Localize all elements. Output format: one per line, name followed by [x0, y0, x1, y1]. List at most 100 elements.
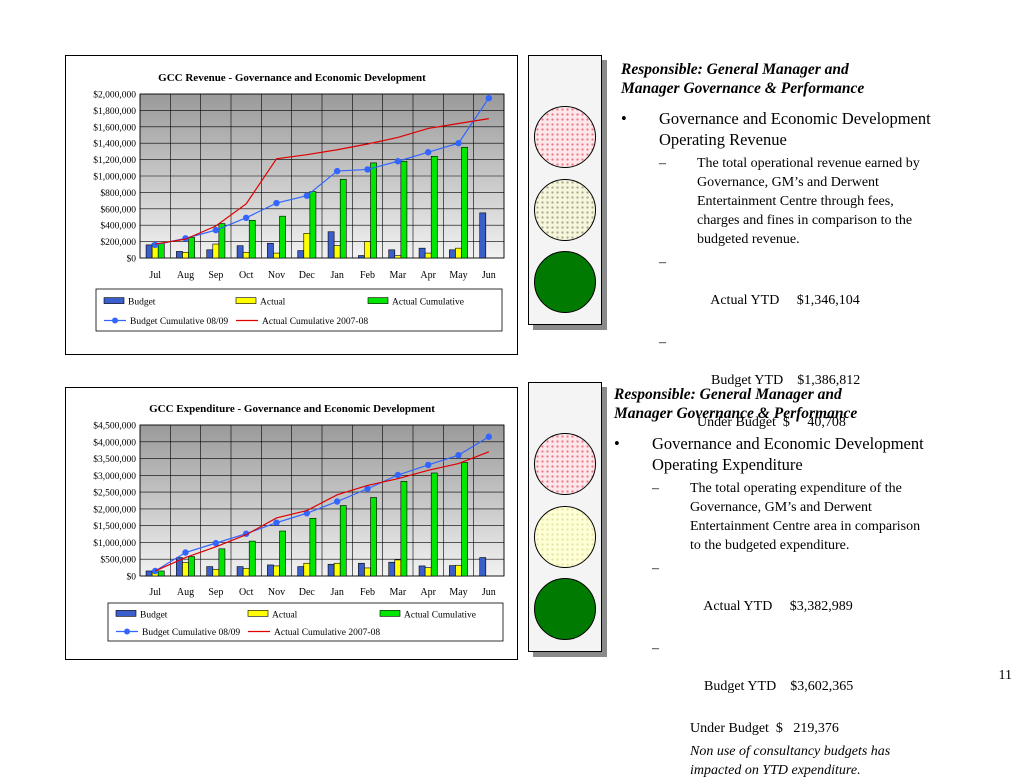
bar-actual [424, 252, 432, 259]
series-point [182, 549, 189, 556]
description: – The total operating expenditure of the… [652, 481, 921, 553]
legend-swatch [247, 610, 269, 617]
bar-actual [303, 233, 311, 259]
legend-label: Budget [128, 298, 156, 308]
y-tick-label: $1,800,000 [93, 106, 136, 117]
bar-actual [364, 241, 371, 259]
bar-budget [479, 557, 487, 577]
legend-label: Budget [140, 610, 168, 620]
series-line [155, 97, 490, 246]
legend-swatch [379, 610, 401, 617]
y-tick-label: $2,500,000 [93, 488, 136, 499]
series-point [455, 452, 462, 459]
bar-actual [364, 567, 371, 577]
legend-swatch [235, 297, 257, 304]
bar-actual-cumulative [188, 237, 195, 259]
bar-budget [297, 566, 305, 577]
y-tick-label: $400,000 [100, 221, 136, 232]
series-point [151, 241, 159, 249]
variance: Under Budget $ 40,708 [697, 415, 846, 430]
y-tick-label: $3,000,000 [93, 471, 136, 482]
legend-label: Actual Cumulative [404, 610, 476, 620]
series-point [212, 226, 220, 234]
y-tick-label: $4,500,000 [93, 421, 136, 432]
y-tick-label: $2,000,000 [93, 90, 136, 101]
y-tick-label: $4,000,000 [93, 437, 136, 448]
bar-budget [327, 231, 335, 259]
actual-ytd: – Actual YTD $1,346,104 [659, 255, 860, 308]
bar-actual-cumulative [157, 242, 165, 259]
series-point [212, 539, 220, 547]
page-number: 11 [998, 668, 1012, 683]
y-tick-label: $600,000 [100, 204, 136, 215]
series-line [155, 118, 489, 245]
y-tick-label: $500,000 [100, 555, 136, 566]
bar-actual-cumulative [188, 556, 195, 577]
budget-ytd: – Budget YTD $1,386,812 [659, 335, 861, 388]
bar-budget [236, 566, 244, 577]
x-tick-label: Jun [482, 270, 496, 281]
revenue-panel: Responsible: General Manager and Manager… [621, 60, 1016, 432]
series-point [333, 498, 341, 505]
bar-budget [145, 570, 153, 577]
bar-actual-cumulative [370, 497, 377, 577]
x-tick-label: Dec [299, 270, 316, 281]
bullet-item: • Governance and Economic Development Op… [621, 109, 931, 149]
series-point [485, 94, 493, 102]
green-lamp-icon [534, 578, 596, 640]
legend-swatch [124, 628, 130, 635]
bar-actual-cumulative [279, 530, 286, 577]
series-point [485, 433, 493, 440]
series-point [333, 167, 341, 175]
note: Non use of consultancy budgets has impac… [690, 744, 891, 778]
legend-label: Actual [272, 610, 298, 620]
bar-actual [333, 562, 341, 577]
x-tick-label: Apr [420, 587, 436, 598]
bar-budget [297, 250, 305, 259]
bar-budget [145, 244, 153, 259]
y-tick-label: $1,000,000 [93, 538, 136, 549]
bullet-item: • Governance and Economic Development Op… [614, 434, 924, 474]
legend [95, 288, 503, 332]
bar-actual [333, 245, 341, 259]
yellow-lamp-icon [534, 179, 596, 241]
legend-label: Budget Cumulative 08/09 [142, 628, 240, 638]
series-point [242, 214, 250, 222]
x-tick-label: Apr [420, 270, 436, 281]
x-tick-label: Nov [268, 270, 285, 281]
bar-budget [206, 249, 214, 259]
traffic-light-expenditure [528, 382, 602, 652]
series-point [424, 149, 432, 156]
bar-budget [449, 249, 456, 259]
bar-budget [358, 562, 365, 577]
y-tick-label: $1,400,000 [93, 139, 136, 150]
series-line [154, 436, 490, 572]
x-tick-label: Sep [208, 587, 223, 598]
bar-actual-cumulative [370, 162, 377, 259]
x-tick-label: May [449, 270, 467, 281]
bar-actual-cumulative [430, 472, 438, 577]
x-tick-label: Aug [177, 270, 194, 281]
y-tick-label: $0 [127, 572, 137, 583]
bar-actual [182, 251, 189, 259]
bar-actual [242, 567, 250, 577]
chart-title: GCC Revenue - Governance and Economic De… [158, 72, 426, 84]
bar-actual-cumulative [218, 223, 226, 259]
bar-actual [455, 247, 462, 259]
bar-budget [176, 251, 183, 259]
y-tick-label: $800,000 [100, 188, 136, 199]
bar-budget [267, 564, 274, 577]
legend-swatch [103, 297, 125, 304]
plot-border [139, 424, 505, 577]
bar-actual-cumulative [248, 219, 256, 259]
legend-label: Actual [260, 298, 286, 308]
y-tick-label: $1,600,000 [93, 122, 136, 133]
green-lamp-icon [534, 251, 596, 313]
series-point [273, 519, 280, 526]
bar-actual [394, 559, 402, 577]
variance: Under Budget $ 219,376 [690, 721, 839, 736]
series-point [394, 158, 402, 165]
bar-budget [388, 249, 396, 259]
series-point [303, 192, 311, 199]
series-point [303, 510, 311, 517]
